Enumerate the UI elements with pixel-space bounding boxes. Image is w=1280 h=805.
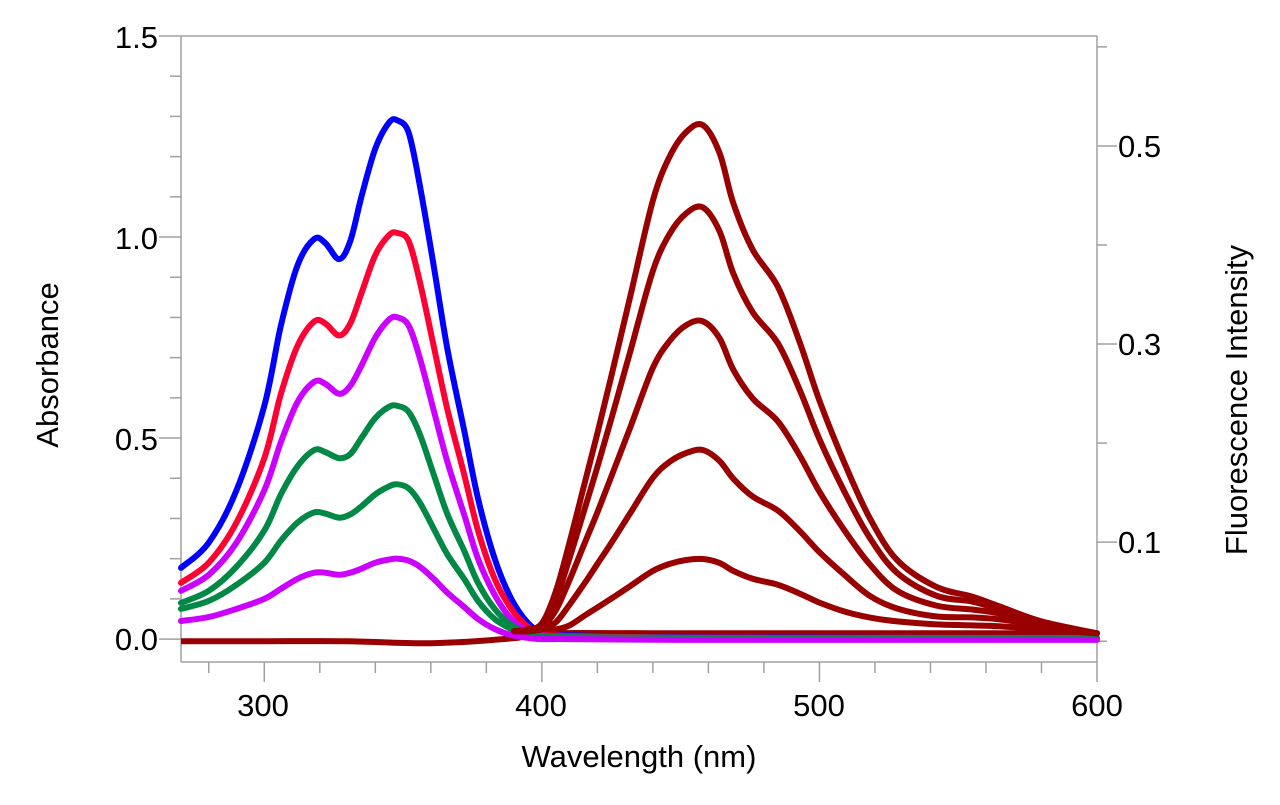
fluorescence-curve-5 [511,555,1100,637]
y-right-tick-label: 0.5 [1118,129,1161,164]
x-tick-label: 400 [515,688,567,723]
fluorescence-curve-4 [511,446,1100,637]
fluorescence-curve-1 [511,121,1100,637]
x-tick-label: 300 [237,688,289,723]
y-axis-title: Absorbance [30,282,65,447]
fluorescence-curve-2 [511,203,1100,637]
x-tick-label: 500 [793,688,845,723]
absorbance-curve-3 [178,313,1100,642]
plot-curves [178,116,1100,647]
tick-labels: 300 400 500 600 0.0 0.5 1.0 1.5 0.1 0.3 … [115,20,1161,723]
y-tick-label: 1.5 [115,20,158,55]
y-tick-label: 0.0 [115,622,158,657]
absorbance-curve-4 [178,402,1100,642]
y-right-axis-title: Fluorescence Intensity [1219,244,1254,555]
y-right-tick-label: 0.3 [1118,327,1161,362]
y-right-tick-label: 0.1 [1118,525,1161,560]
y-tick-label: 1.0 [115,221,158,256]
fluorescence-curve-3 [511,317,1100,637]
plot-frame [180,35,1098,663]
x-tick-label: 600 [1071,688,1123,723]
x-axis-title: Wavelength (nm) [522,739,757,774]
absorbance-curve-6 [178,555,1100,643]
y-tick-label: 0.5 [115,422,158,457]
axis-ticks [159,35,1117,682]
